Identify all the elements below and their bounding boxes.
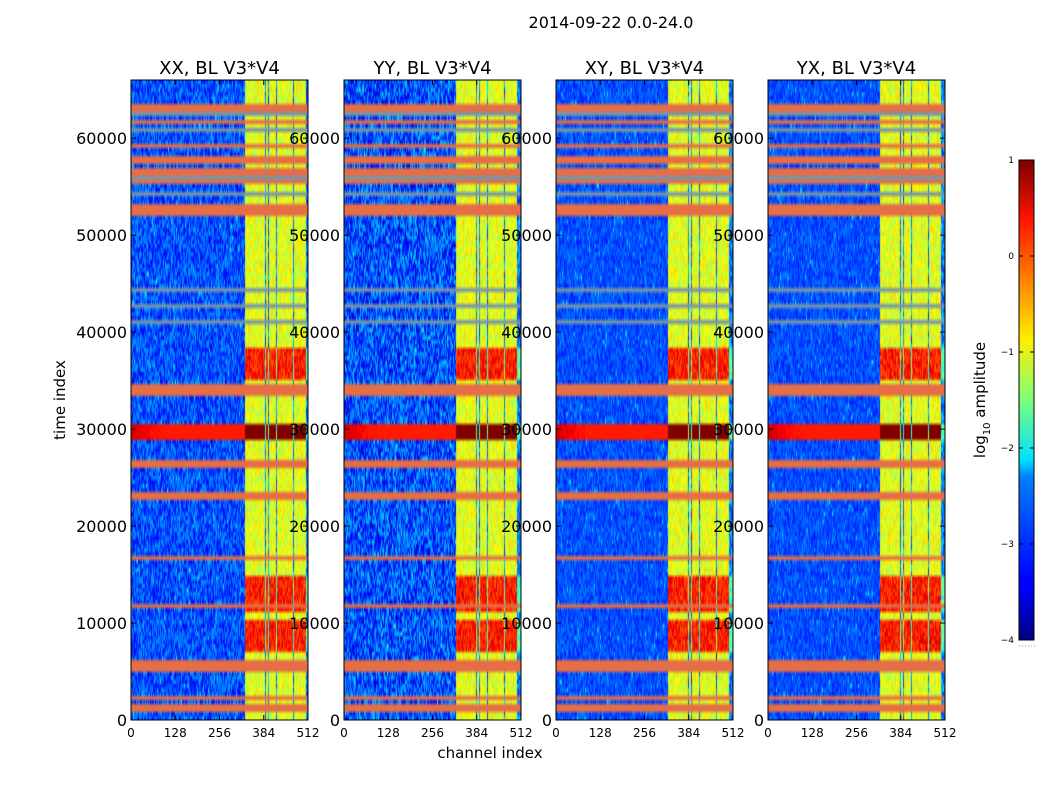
xtick-label: 256: [633, 726, 656, 740]
ytick-label: 10000: [289, 614, 340, 633]
xtick-label: 0: [552, 726, 560, 740]
ytick-label: 30000: [76, 420, 127, 439]
colorbar-tick-label: −4: [1001, 636, 1015, 646]
ytick-label: 0: [754, 711, 764, 730]
colorbar-fill: [1019, 160, 1034, 640]
ytick-label: 20000: [76, 517, 127, 536]
colorbar-ticks: 1 0 −1 −2 −3 −4: [1001, 156, 1034, 646]
heatmap-image-0: [131, 80, 308, 720]
panel-title-3: YX, BL V3*V4: [796, 58, 916, 79]
panels-group: XX, BL V3*V4 0 10000 20000 30000 40000 50000 60…: [76, 58, 956, 740]
xtick-label: 0: [340, 726, 348, 740]
panel-title-0: XX, BL V3*V4: [159, 58, 280, 79]
ytick-label: 50000: [289, 226, 340, 245]
ytick-label: 40000: [713, 323, 764, 342]
xtick-label: 256: [421, 726, 444, 740]
ytick-label: 60000: [713, 129, 764, 148]
ytick-label: 50000: [713, 226, 764, 245]
ytick-label: 50000: [501, 226, 552, 245]
colorbar-label: log10 amplitude: [971, 342, 993, 458]
xtick-label: 128: [801, 726, 824, 740]
xtick-label: 512: [510, 726, 533, 740]
panel-1: YY, BL V3*V4 0 10000 20000 30000 40000 50000 60…: [289, 58, 532, 740]
heatmap-image-2: [556, 80, 733, 720]
xtick-label: 512: [722, 726, 745, 740]
xtick-label: 384: [889, 726, 912, 740]
panel-title-2: XY, BL V3*V4: [585, 58, 704, 79]
ytick-label: 60000: [76, 129, 127, 148]
xtick-label: 128: [164, 726, 187, 740]
heatmap-image-3: [768, 80, 945, 720]
ytick-label: 0: [542, 711, 552, 730]
xtick-label: 384: [465, 726, 488, 740]
ytick-label: 20000: [713, 517, 764, 536]
panel-0: XX, BL V3*V4 0 10000 20000 30000 40000 50000 60…: [76, 58, 319, 740]
panel-2: XY, BL V3*V4 0 10000 20000 30000 40000 50000 60…: [501, 58, 744, 740]
ytick-label: 40000: [289, 323, 340, 342]
colorbar-label-rest: amplitude: [971, 342, 989, 423]
colorbar-label-sub: 10: [982, 422, 993, 435]
ytick-label: 20000: [289, 517, 340, 536]
ytick-label: 30000: [501, 420, 552, 439]
y-axis-label: time index: [51, 360, 69, 440]
ytick-label: 20000: [501, 517, 552, 536]
ytick-label: 10000: [713, 614, 764, 633]
colorbar-label-base: log: [971, 435, 989, 458]
colorbar-tick-label: −3: [1001, 540, 1014, 550]
ytick-label: 50000: [76, 226, 127, 245]
xtick-label: 0: [764, 726, 772, 740]
colorbar: 10−1−2−3−4 log10 amplitude: [971, 156, 1036, 647]
ytick-label: 30000: [713, 420, 764, 439]
colorbar-frame: [1018, 159, 1035, 641]
ytick-label: 40000: [501, 323, 552, 342]
ytick-label: 10000: [501, 614, 552, 633]
xtick-label: 0: [127, 726, 135, 740]
xtick-label: 512: [934, 726, 957, 740]
figure-suptitle: 2014-09-22 0.0-24.0: [529, 13, 694, 32]
xtick-label: 512: [297, 726, 320, 740]
ytick-label: 40000: [76, 323, 127, 342]
ytick-label: 60000: [501, 129, 552, 148]
xtick-label: 384: [677, 726, 700, 740]
xtick-label: 384: [252, 726, 275, 740]
ytick-label: 60000: [289, 129, 340, 148]
ytick-label: 0: [330, 711, 340, 730]
colorbar-tick-label: 1: [1008, 156, 1014, 166]
xtick-label: 128: [377, 726, 400, 740]
x-axis-label: channel index: [437, 744, 542, 762]
colorbar-tick-label: −2: [1001, 444, 1014, 454]
xtick-label: 256: [208, 726, 231, 740]
heatmap-image-1: [344, 80, 521, 720]
xtick-label: 256: [845, 726, 868, 740]
panel-title-1: YY, BL V3*V4: [372, 58, 491, 79]
panel-3: YX, BL V3*V4 0 10000 20000 30000 40000 50000 60…: [713, 58, 956, 740]
ytick-label: 10000: [76, 614, 127, 633]
colorbar-tick-label: −1: [1001, 348, 1014, 358]
colorbar-tick-label: 0: [1008, 252, 1014, 262]
ytick-label: 0: [117, 711, 127, 730]
ytick-label: 30000: [289, 420, 340, 439]
xtick-label: 128: [589, 726, 612, 740]
